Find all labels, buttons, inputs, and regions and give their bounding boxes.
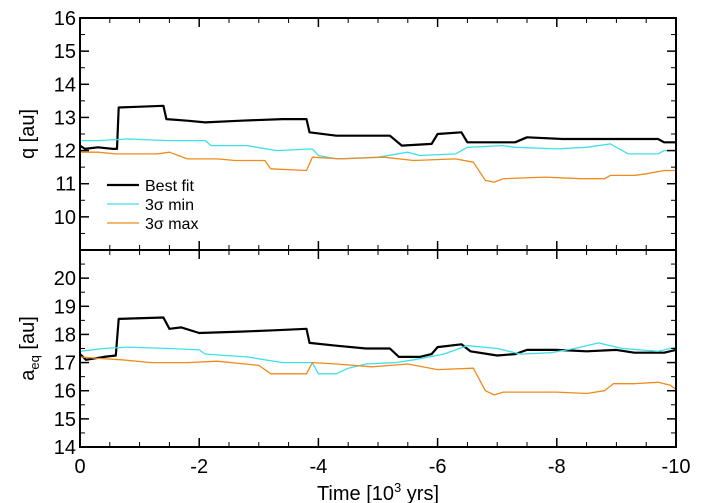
series-line-3-max-panel-2 — [80, 356, 676, 396]
y-tick-label: 13 — [54, 107, 76, 129]
series-line-3-min-panel-1 — [80, 138, 676, 160]
y-tick-label: 14 — [54, 437, 76, 459]
legend-label-2: 3σ min — [145, 197, 194, 214]
legend-label-1: Best fit — [145, 178, 194, 195]
y-axis-label-q: q [au] — [17, 109, 39, 159]
x-tick-label: 0 — [74, 456, 85, 478]
y-tick-label: 16 — [54, 381, 76, 403]
y-tick-label: 10 — [54, 207, 76, 229]
y-tick-label: 15 — [54, 409, 76, 431]
series-line-best-fit-panel-2 — [80, 316, 676, 361]
x-tick-label: -10 — [662, 456, 691, 478]
x-tick-label: -8 — [548, 456, 566, 478]
y-tick-label: 14 — [54, 74, 76, 96]
y-tick-label: 17 — [54, 353, 76, 375]
x-axis-label: Time [103 yrs] — [317, 480, 439, 503]
series-line-best-fit-panel-1 — [80, 104, 676, 150]
y-tick-label: 20 — [54, 268, 76, 290]
y-axis-label-aeq: aeq [au] — [17, 316, 42, 381]
y-tick-label: 19 — [54, 296, 76, 318]
series-line-3-min-panel-2 — [80, 342, 676, 375]
y-tick-label: 11 — [55, 174, 76, 196]
series-line-3-max-panel-1 — [80, 151, 676, 183]
x-tick-label: -4 — [310, 456, 328, 478]
y-tick-label: 12 — [54, 141, 76, 163]
x-tick-label: -6 — [429, 456, 447, 478]
y-tick-label: 18 — [54, 324, 76, 346]
legend-label-3: 3σ max — [145, 216, 198, 233]
x-tick-label: -2 — [190, 456, 208, 478]
y-tick-label: 16 — [54, 8, 76, 30]
y-tick-label: 15 — [54, 41, 76, 63]
